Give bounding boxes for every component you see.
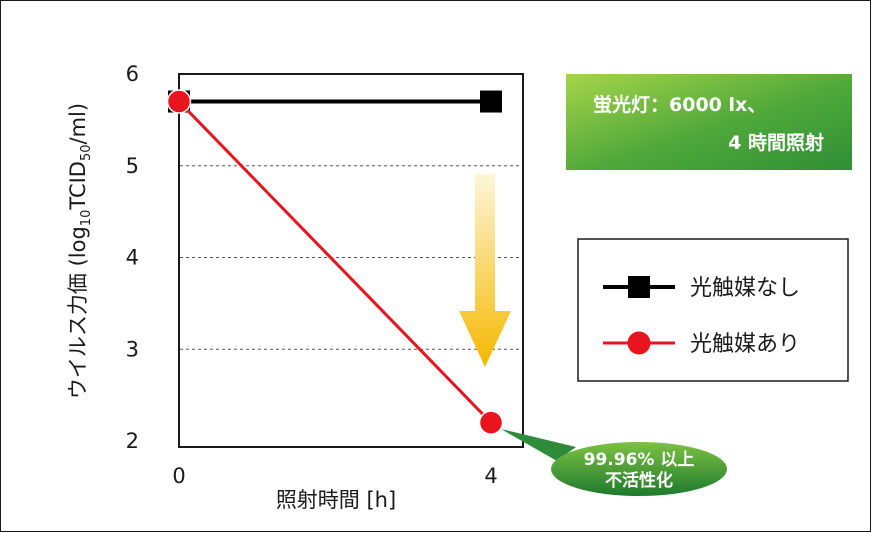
condition-badge: 蛍光灯：6000 lx、 4 時間照射 — [566, 74, 852, 170]
legend-item-no-photocatalyst-label: 光触媒なし — [690, 276, 800, 301]
x-tick-label: 0 — [172, 464, 185, 488]
series-layer — [166, 89, 504, 435]
series-photocatalyst-line — [177, 100, 493, 424]
bubble-line1: 99.96% 以上 — [584, 450, 695, 470]
y-tick-labels: 2 3 4 5 6 — [126, 62, 139, 453]
reduction-arrow — [459, 174, 511, 367]
y-tick-label: 5 — [126, 154, 139, 178]
bubble-shape — [551, 442, 727, 496]
y-axis-title-sub1: 10 — [79, 210, 94, 227]
y-axis-title: ウイルス力価 (log10TCID50/ml) — [66, 103, 94, 399]
legend-box — [577, 238, 849, 382]
condition-badge-line1: 蛍光灯：6000 lx、 — [593, 93, 766, 116]
condition-badge-line2: 4 時間照射 — [728, 131, 824, 154]
condition-badge-box — [566, 74, 852, 170]
y-tick-label: 4 — [126, 246, 139, 270]
y-axis-title-mid: TCID — [66, 161, 90, 211]
y-tick-label: 6 — [126, 62, 139, 86]
bubble-pointer — [501, 429, 576, 461]
legend-item-photocatalyst-marker — [627, 331, 651, 355]
series-photocatalyst-point — [166, 89, 192, 114]
y-tick-label: 2 — [126, 429, 139, 453]
x-tick-label: 4 — [484, 464, 497, 488]
legend-item-photocatalyst-label: 光触媒あり — [690, 332, 800, 357]
y-axis-title-sub2: 50 — [79, 144, 94, 161]
inactivation-bubble: 99.96% 以上 不活性化 — [501, 429, 727, 496]
bubble-line2: 不活性化 — [605, 470, 673, 491]
plot-area — [178, 73, 524, 448]
legend-item-no-photocatalyst-marker — [628, 276, 650, 298]
grid-lines — [180, 165, 522, 350]
series-photocatalyst-point — [478, 410, 504, 435]
x-axis-title: 照射時間 [h] — [276, 488, 396, 512]
y-tick-label: 3 — [126, 337, 139, 361]
y-axis-title-suffix: /ml) — [66, 103, 90, 145]
series-no-photocatalyst-point — [480, 90, 502, 113]
y-axis-title-prefix: ウイルス力価 (log — [66, 226, 90, 399]
